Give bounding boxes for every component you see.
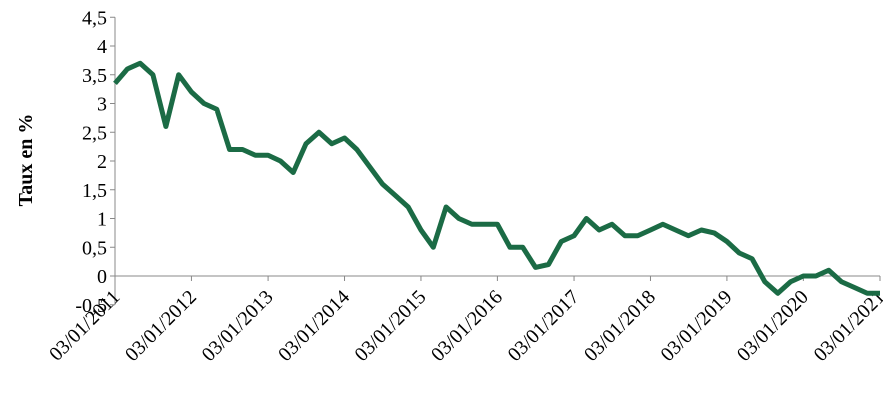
- y-tick-label: 2,5: [82, 122, 107, 144]
- x-tick-label: 03/01/2015: [351, 286, 431, 366]
- y-tick-label: 3,5: [82, 65, 107, 87]
- y-tick-label: 1,5: [82, 180, 107, 202]
- x-tick-label: 03/01/2020: [733, 286, 813, 366]
- x-tick-label: 03/01/2018: [580, 286, 660, 366]
- y-tick-label: 1: [97, 209, 107, 231]
- x-tick-label: 03/01/2012: [121, 286, 201, 366]
- x-tick-label: 03/01/2014: [274, 286, 354, 366]
- y-tick-label: 3: [97, 94, 107, 116]
- y-tick-label: 2: [97, 151, 107, 173]
- x-tick-label: 03/01/2013: [198, 286, 278, 366]
- y-tick-label: 0: [97, 266, 107, 288]
- x-tick-label: 03/01/2019: [656, 286, 736, 366]
- y-tick-label: 4,5: [82, 7, 107, 29]
- x-tick-label: 03/01/2016: [427, 286, 507, 366]
- x-tick-label: 03/01/2017: [504, 286, 584, 366]
- y-tick-label: 4: [97, 36, 107, 58]
- y-axis-label: Taux en %: [15, 114, 37, 207]
- y-tick-label: 0,5: [82, 237, 107, 259]
- x-tick-label: 03/01/2021: [810, 286, 883, 366]
- y-tick-label: -0,5: [75, 295, 107, 317]
- line-series: [113, 60, 880, 296]
